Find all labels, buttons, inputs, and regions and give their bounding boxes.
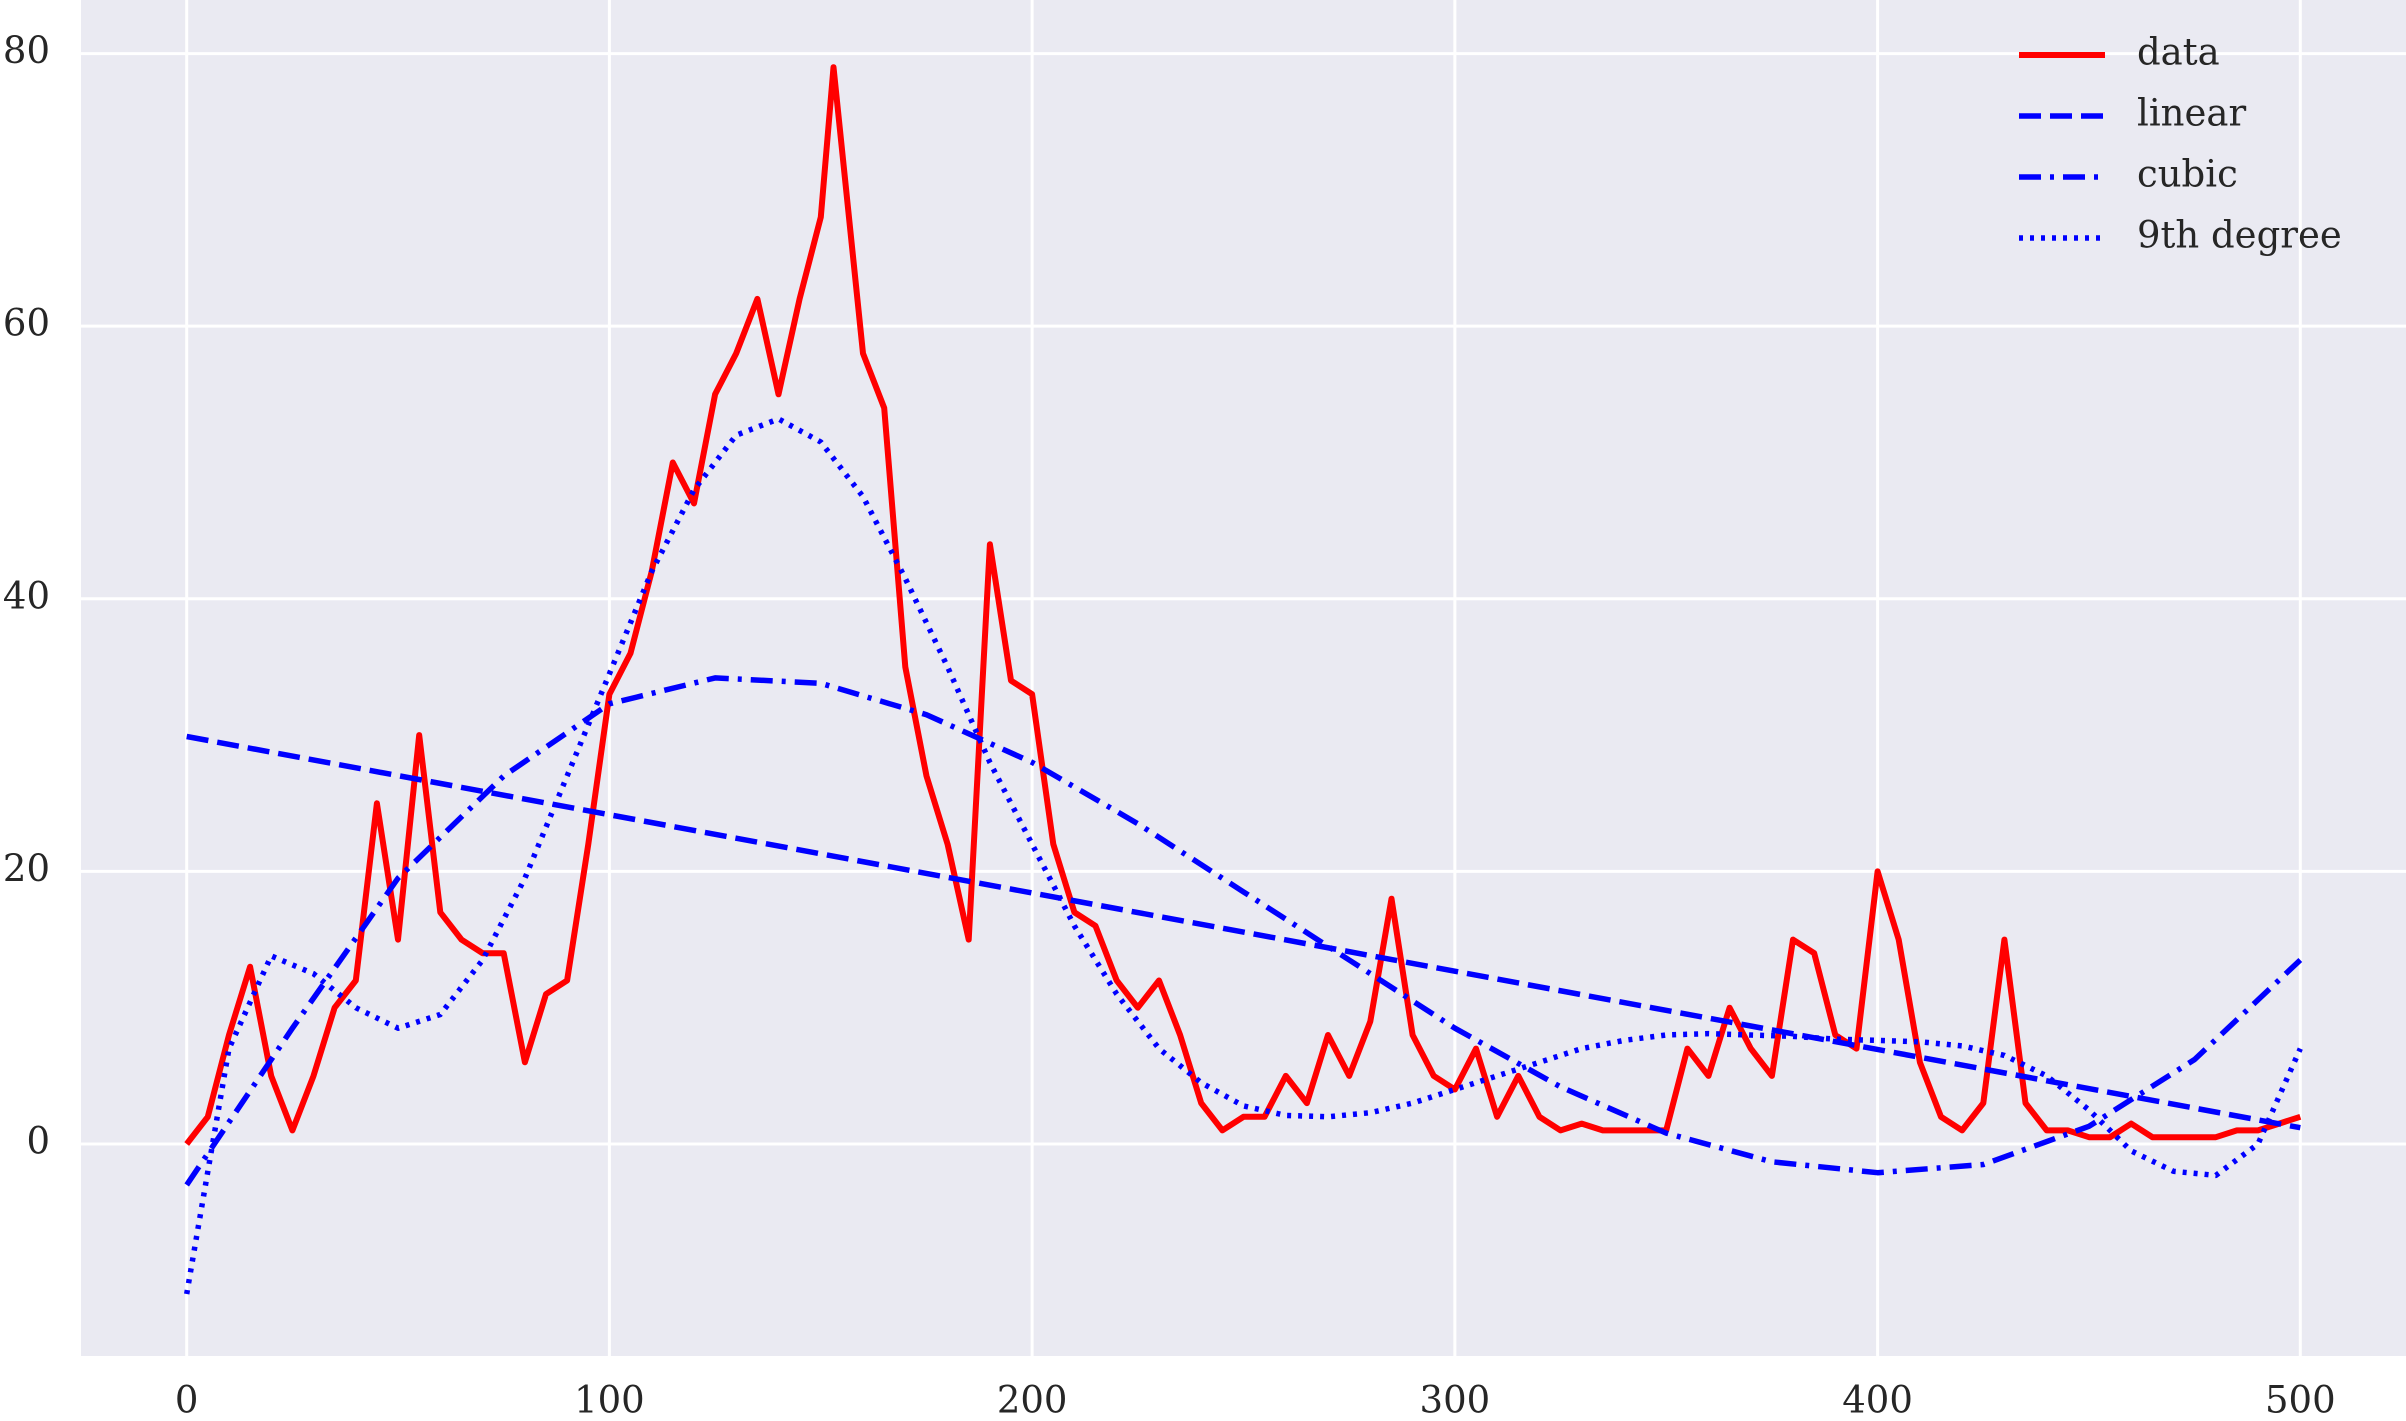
x-tick-label: 400 [1842,1379,1913,1421]
y-tick-label: 80 [3,29,50,72]
x-tick-label: 500 [2265,1379,2336,1421]
x-tick-label: 200 [997,1379,1068,1421]
legend-label: data [2137,31,2220,74]
legend-label: cubic [2137,153,2238,196]
x-tick-label: 300 [1420,1379,1491,1421]
y-tick-label: 60 [3,302,50,345]
series-line [184,64,2302,1146]
series-line [183,416,2303,1295]
series-line [186,733,2301,1131]
x-tick-label: 0 [175,1379,199,1421]
series-line [184,675,2303,1187]
y-tick-label: 20 [3,847,50,890]
legend-label: 9th degree [2137,214,2342,257]
y-tick-label: 0 [26,1120,50,1163]
legend-label: linear [2137,92,2246,135]
plot-area [81,0,2406,1356]
x-tick-label: 100 [574,1379,645,1421]
y-tick-label: 40 [3,574,50,617]
